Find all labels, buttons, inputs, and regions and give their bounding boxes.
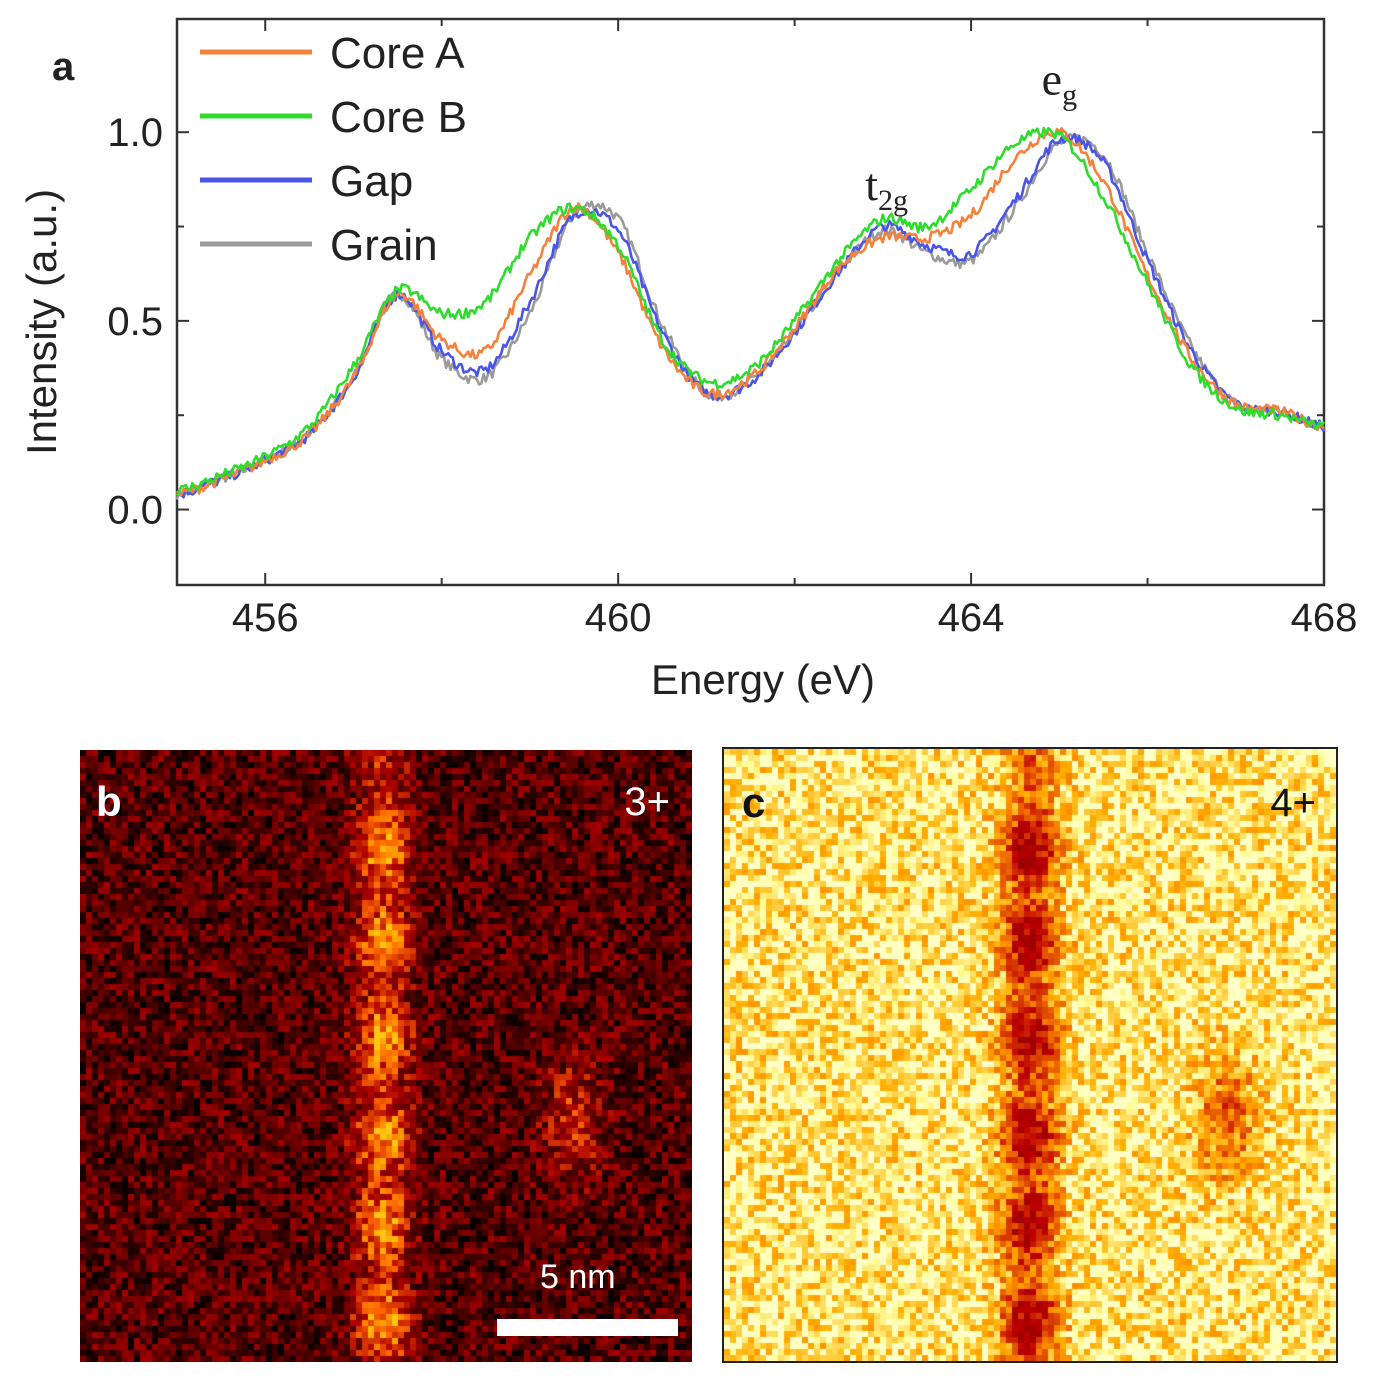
map-4plus-panel: c 4+ [722, 747, 1338, 1363]
series-group [175, 126, 1326, 500]
x-tick-label-3: 468 [1291, 596, 1358, 640]
plot-frame [175, 17, 1326, 587]
peak-annotation-1: eg [1042, 53, 1077, 111]
map-3plus-image [80, 750, 692, 1362]
x-tick-label-2: 464 [938, 596, 1005, 640]
y-tick-label-2: 1.0 [107, 111, 163, 155]
legend: Core A Core B Gap Grain [200, 29, 467, 270]
peak-annotations: t2g eg [865, 53, 1077, 217]
axis-ticks [177, 19, 1325, 585]
map-3plus-panel: b 3+ 5 nm [80, 750, 692, 1362]
panel-a-label: a [52, 45, 75, 89]
x-axis-label: Energy (eV) [651, 656, 875, 703]
scale-bar [497, 1319, 678, 1336]
legend-label-1: Core B [330, 93, 467, 142]
y-tick-labels: 0.0 0.5 1.0 [107, 111, 163, 532]
x-tick-label-1: 460 [585, 596, 652, 640]
panel-b-label: b [96, 778, 122, 825]
scale-bar-label: 5 nm [540, 1258, 616, 1296]
peak-annotation-0: t2g [865, 159, 908, 217]
panel-c-label: c [742, 779, 766, 826]
ion-label-4plus: 4+ [1270, 781, 1316, 825]
plot-area: 456 460 464 468 0.0 0.5 1.0 [107, 17, 1358, 640]
map-4plus-image [724, 749, 1336, 1361]
y-axis-label: Intensity (a.u.) [18, 189, 65, 455]
series-line-core-b [175, 126, 1326, 497]
y-tick-label-1: 0.5 [107, 300, 163, 344]
legend-label-0: Core A [330, 29, 465, 78]
y-tick-label-0: 0.0 [107, 489, 163, 533]
ion-label-3plus: 3+ [624, 780, 670, 824]
legend-label-3: Grain [330, 221, 438, 270]
legend-label-2: Gap [330, 157, 413, 206]
x-tick-label-0: 456 [232, 596, 299, 640]
series-line-core-a [175, 127, 1326, 497]
x-tick-labels: 456 460 464 468 [232, 596, 1358, 640]
